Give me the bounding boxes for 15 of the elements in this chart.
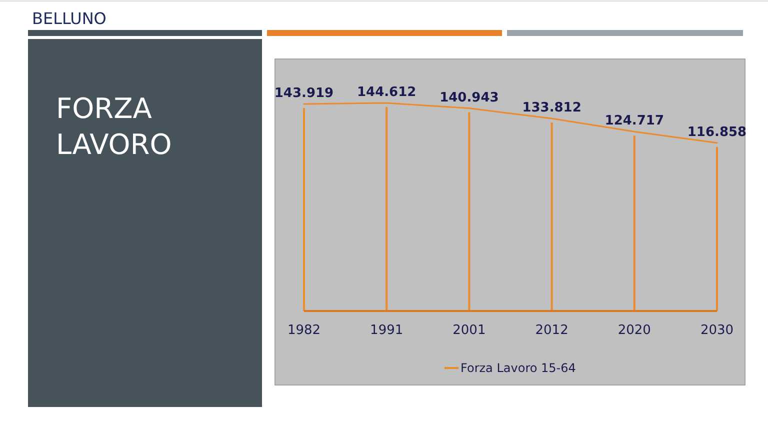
x-tick-label: 2020 (618, 323, 651, 338)
data-label: 124.717 (604, 114, 664, 129)
text: BELLUNO (32, 9, 106, 28)
x-tick-label: 1982 (287, 323, 321, 338)
data-label: 140.943 (440, 90, 499, 106)
x-tick-label: 1991 (370, 323, 404, 338)
x-tick-label: 2001 (452, 323, 486, 338)
x-tick-label: 2012 (535, 323, 568, 338)
legend-label: Forza Lavoro 15-64 (460, 361, 576, 375)
data-label: 116.858 (687, 124, 747, 140)
data-label: 143.919 (274, 86, 334, 101)
data-label: 133.812 (522, 100, 582, 116)
chart-subtitle: FORZA LAVORO (56, 92, 172, 161)
x-tick-label: 2030 (700, 323, 734, 338)
data-label: 144.612 (356, 85, 416, 100)
